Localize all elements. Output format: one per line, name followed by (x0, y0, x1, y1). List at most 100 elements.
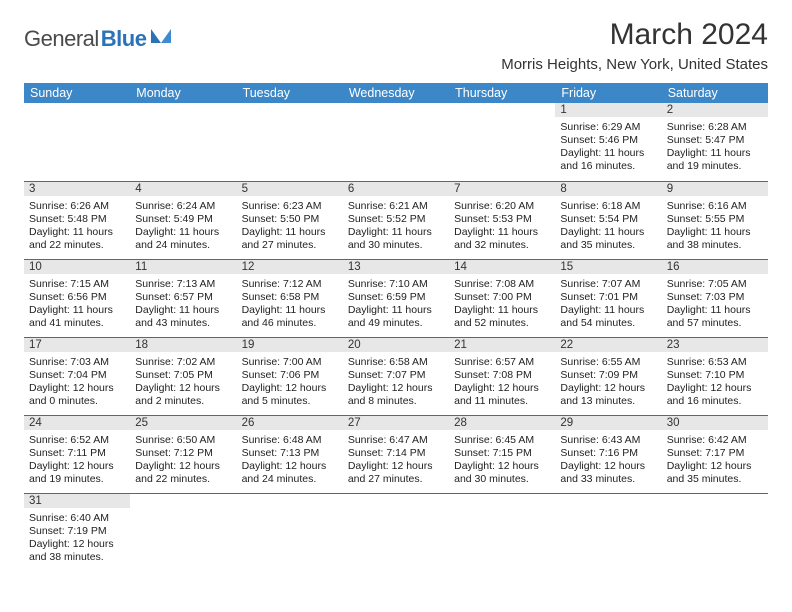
sunrise-text: Sunrise: 7:05 AM (667, 278, 763, 291)
calendar-cell: 10Sunrise: 7:15 AMSunset: 6:56 PMDayligh… (24, 259, 130, 337)
day-detail: Sunrise: 7:12 AMSunset: 6:58 PMDaylight:… (237, 274, 343, 334)
daylight-line-2: and 8 minutes. (348, 395, 444, 408)
daylight-line-2: and 54 minutes. (560, 317, 656, 330)
daylight-line-1: Daylight: 11 hours (29, 226, 125, 239)
daylight-line-2: and 27 minutes. (242, 239, 338, 252)
sunrise-text: Sunrise: 6:53 AM (667, 356, 763, 369)
sunset-text: Sunset: 6:58 PM (242, 291, 338, 304)
sunrise-text: Sunrise: 6:28 AM (667, 121, 763, 134)
day-detail: Sunrise: 7:13 AMSunset: 6:57 PMDaylight:… (130, 274, 236, 334)
daylight-line-1: Daylight: 12 hours (348, 460, 444, 473)
daylight-line-1: Daylight: 12 hours (454, 382, 550, 395)
day-number: 17 (24, 338, 130, 352)
sunset-text: Sunset: 7:07 PM (348, 369, 444, 382)
daylight-line-2: and 43 minutes. (135, 317, 231, 330)
day-number: 1 (555, 103, 661, 117)
daylight-line-2: and 2 minutes. (135, 395, 231, 408)
sunrise-text: Sunrise: 7:13 AM (135, 278, 231, 291)
calendar-cell: 31Sunrise: 6:40 AMSunset: 7:19 PMDayligh… (24, 493, 130, 571)
weekday-header: Saturday (662, 83, 768, 103)
day-number: 23 (662, 338, 768, 352)
daylight-line-1: Daylight: 12 hours (454, 460, 550, 473)
daylight-line-2: and 16 minutes. (560, 160, 656, 173)
day-number: 21 (449, 338, 555, 352)
sunrise-text: Sunrise: 7:15 AM (29, 278, 125, 291)
day-detail: Sunrise: 7:00 AMSunset: 7:06 PMDaylight:… (237, 352, 343, 412)
daylight-line-2: and 19 minutes. (667, 160, 763, 173)
sunset-text: Sunset: 7:01 PM (560, 291, 656, 304)
calendar-cell: 27Sunrise: 6:47 AMSunset: 7:14 PMDayligh… (343, 415, 449, 493)
sunset-text: Sunset: 7:00 PM (454, 291, 550, 304)
daylight-line-1: Daylight: 12 hours (135, 460, 231, 473)
day-number: 28 (449, 416, 555, 430)
sunset-text: Sunset: 7:17 PM (667, 447, 763, 460)
calendar-cell: 13Sunrise: 7:10 AMSunset: 6:59 PMDayligh… (343, 259, 449, 337)
sunset-text: Sunset: 6:59 PM (348, 291, 444, 304)
daylight-line-2: and 35 minutes. (667, 473, 763, 486)
sunrise-text: Sunrise: 6:45 AM (454, 434, 550, 447)
day-number: 19 (237, 338, 343, 352)
day-detail: Sunrise: 7:08 AMSunset: 7:00 PMDaylight:… (449, 274, 555, 334)
sunset-text: Sunset: 7:06 PM (242, 369, 338, 382)
calendar-cell: 5Sunrise: 6:23 AMSunset: 5:50 PMDaylight… (237, 181, 343, 259)
day-number: 15 (555, 260, 661, 274)
day-detail: Sunrise: 6:50 AMSunset: 7:12 PMDaylight:… (130, 430, 236, 490)
daylight-line-1: Daylight: 12 hours (348, 382, 444, 395)
day-detail: Sunrise: 6:23 AMSunset: 5:50 PMDaylight:… (237, 196, 343, 256)
daylight-line-2: and 46 minutes. (242, 317, 338, 330)
daylight-line-1: Daylight: 12 hours (242, 382, 338, 395)
daylight-line-2: and 16 minutes. (667, 395, 763, 408)
sunrise-text: Sunrise: 6:23 AM (242, 200, 338, 213)
day-detail: Sunrise: 6:52 AMSunset: 7:11 PMDaylight:… (24, 430, 130, 490)
day-number: 12 (237, 260, 343, 274)
daylight-line-1: Daylight: 11 hours (560, 147, 656, 160)
sunset-text: Sunset: 5:53 PM (454, 213, 550, 226)
weekday-header: Thursday (449, 83, 555, 103)
calendar-cell: 15Sunrise: 7:07 AMSunset: 7:01 PMDayligh… (555, 259, 661, 337)
daylight-line-1: Daylight: 11 hours (135, 304, 231, 317)
weekday-header: Tuesday (237, 83, 343, 103)
calendar-cell (662, 493, 768, 571)
day-number: 2 (662, 103, 768, 117)
sunrise-text: Sunrise: 6:26 AM (29, 200, 125, 213)
sunset-text: Sunset: 7:08 PM (454, 369, 550, 382)
daylight-line-2: and 49 minutes. (348, 317, 444, 330)
calendar-cell: 12Sunrise: 7:12 AMSunset: 6:58 PMDayligh… (237, 259, 343, 337)
day-number: 29 (555, 416, 661, 430)
calendar-cell: 26Sunrise: 6:48 AMSunset: 7:13 PMDayligh… (237, 415, 343, 493)
daylight-line-1: Daylight: 11 hours (348, 304, 444, 317)
sunrise-text: Sunrise: 6:16 AM (667, 200, 763, 213)
daylight-line-2: and 24 minutes. (242, 473, 338, 486)
calendar-cell (130, 493, 236, 571)
daylight-line-1: Daylight: 12 hours (560, 382, 656, 395)
day-number: 11 (130, 260, 236, 274)
sunrise-text: Sunrise: 6:29 AM (560, 121, 656, 134)
sunset-text: Sunset: 7:04 PM (29, 369, 125, 382)
calendar-cell (130, 103, 236, 181)
calendar-cell (24, 103, 130, 181)
calendar-cell: 9Sunrise: 6:16 AMSunset: 5:55 PMDaylight… (662, 181, 768, 259)
daylight-line-1: Daylight: 12 hours (242, 460, 338, 473)
logo-word-1: General (24, 26, 99, 52)
sunset-text: Sunset: 5:48 PM (29, 213, 125, 226)
calendar-cell (237, 493, 343, 571)
daylight-line-2: and 22 minutes. (29, 239, 125, 252)
day-detail: Sunrise: 6:16 AMSunset: 5:55 PMDaylight:… (662, 196, 768, 256)
calendar-cell (343, 103, 449, 181)
day-number: 16 (662, 260, 768, 274)
sunset-text: Sunset: 5:55 PM (667, 213, 763, 226)
daylight-line-1: Daylight: 11 hours (454, 226, 550, 239)
day-number: 22 (555, 338, 661, 352)
calendar-cell: 29Sunrise: 6:43 AMSunset: 7:16 PMDayligh… (555, 415, 661, 493)
sunset-text: Sunset: 7:12 PM (135, 447, 231, 460)
sunrise-text: Sunrise: 7:03 AM (29, 356, 125, 369)
logo-sail-icon (151, 29, 171, 43)
calendar-cell: 19Sunrise: 7:00 AMSunset: 7:06 PMDayligh… (237, 337, 343, 415)
calendar-cell (449, 103, 555, 181)
daylight-line-1: Daylight: 11 hours (667, 226, 763, 239)
sunrise-text: Sunrise: 6:24 AM (135, 200, 231, 213)
day-number: 20 (343, 338, 449, 352)
day-number: 31 (24, 494, 130, 508)
daylight-line-2: and 32 minutes. (454, 239, 550, 252)
daylight-line-1: Daylight: 11 hours (135, 226, 231, 239)
